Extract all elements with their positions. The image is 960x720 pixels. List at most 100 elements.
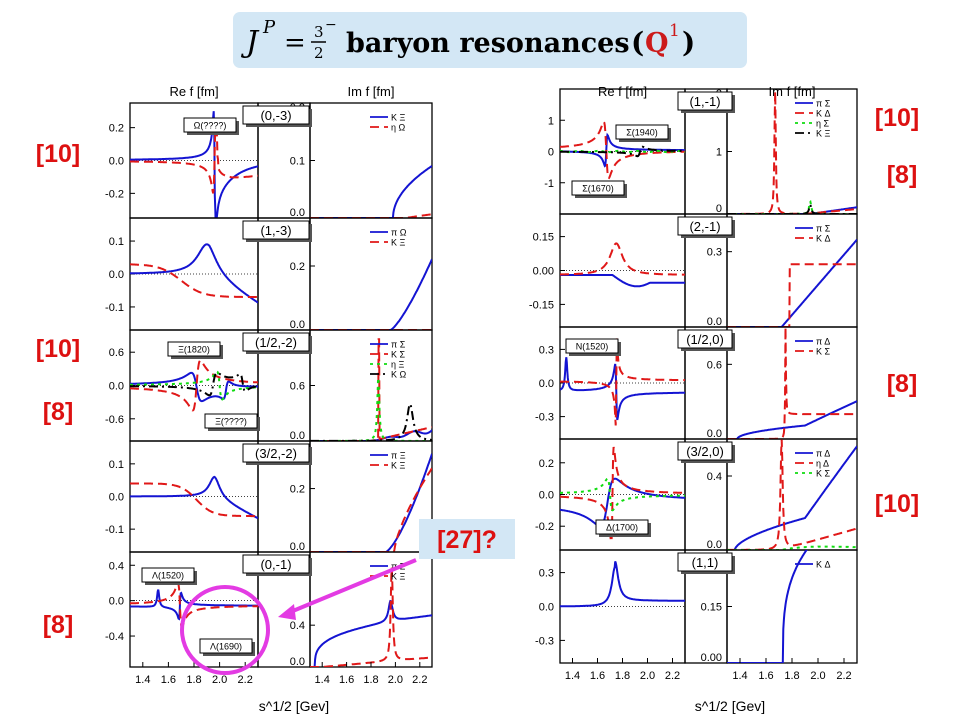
panel-label-box <box>242 332 310 352</box>
series-re-KΣ <box>130 359 258 412</box>
annotation-box <box>183 117 237 133</box>
series-re-KΞ <box>130 581 258 629</box>
panel-frame-im <box>726 549 858 664</box>
title-paren-open: ( <box>631 26 644 59</box>
legend-label: π Ω <box>391 228 407 238</box>
slide-label: [10] <box>36 140 80 168</box>
series-re-KΔ <box>560 242 685 276</box>
series-im-KΞ <box>310 467 432 552</box>
panel-(3/2,-2): 0.1 0.0 -0.1 0.2 0.0 (3/2,-2) π ΞK Ξ <box>105 440 433 553</box>
annotation-text: Σ(1670) <box>582 184 614 194</box>
legend-label: K Δ <box>816 109 831 119</box>
x-tick-label: 1.6 <box>339 674 354 686</box>
panel-frame-im <box>309 102 433 219</box>
slide-label: [8] <box>887 370 918 398</box>
title-denominator: 2 <box>314 44 324 62</box>
re-tick-label: 0.0 <box>539 490 554 502</box>
panel-label-text: (3/2,-2) <box>255 446 297 461</box>
title-main: baryon resonances <box>346 28 630 59</box>
legend-label: η Δ <box>816 459 829 469</box>
annotation-box <box>571 180 625 196</box>
series-re-KΔ <box>560 561 685 608</box>
legend-label: K Σ <box>816 347 831 357</box>
im-tick-label: 0.0 <box>707 316 722 328</box>
column-header-im: Im f [fm] <box>769 84 816 99</box>
legend-label: η Σ <box>816 119 830 129</box>
re-tick-label: -0.3 <box>535 635 554 647</box>
re-tick-label: 0.0 <box>109 381 124 393</box>
series-re-πΣ <box>560 274 685 288</box>
column-header-re: Re f [fm] <box>169 84 218 99</box>
series-re-KΞ <box>130 482 258 518</box>
annotation-text: N(1520) <box>576 342 609 352</box>
panel-(2,-1): 0.15 0.00 -0.15 0.3 0.0 (2,-1) π ΣK Δ <box>529 213 858 328</box>
series-im-πΣ <box>727 238 857 327</box>
series-im-KΣ <box>310 338 432 441</box>
series-re-KΔ <box>560 120 685 180</box>
im-tick-label: 0.2 <box>290 261 305 273</box>
series-re-ηΔ <box>560 446 685 546</box>
callout-label: [27]? <box>437 526 497 554</box>
series-im-KΣ <box>727 545 857 550</box>
panel-label-box <box>677 552 733 572</box>
panel-frame-im <box>726 213 858 328</box>
slide-label: [10] <box>875 104 919 132</box>
annotation-text: Σ(1940) <box>626 128 658 138</box>
panel-label-text: (3/2,0) <box>686 444 724 459</box>
panel-label-text: (0,-3) <box>260 108 291 123</box>
re-tick-label: 0.2 <box>109 123 124 135</box>
x-tick-label: 2.0 <box>640 670 655 682</box>
panel-label-box <box>677 91 733 111</box>
re-tick-label: 0.0 <box>109 596 124 608</box>
series-re-KΞ <box>130 111 258 218</box>
annotation-text: Ξ(????) <box>215 417 247 427</box>
re-tick-label: -1 <box>544 178 554 190</box>
series-re-πΩ <box>130 243 258 304</box>
legend-label: π Ξ <box>391 451 406 461</box>
legend-label: η Ω <box>391 123 406 133</box>
re-tick-label: 0.2 <box>539 458 554 470</box>
panel-(0,-1): 0.40.0-0.40.40.0(0,-1)π ΣK ΞΛ(1520)Λ(169… <box>105 551 433 668</box>
title-j: J <box>240 25 260 60</box>
panel-frame-im <box>726 88 858 215</box>
series-im-πΔ <box>727 445 857 550</box>
panel-(3/2,0): 0.2 0.0 -0.2 0.4 0.0 (3/2,0) π Δη ΔK Σ Δ(1700) <box>535 438 858 551</box>
panel-label-text: (1,1) <box>692 555 719 570</box>
re-tick-label: 0.0 <box>539 602 554 614</box>
annotation-text: Λ(1690) <box>210 642 242 652</box>
title-q-superscript: 1 <box>669 21 680 41</box>
panel-frame-im <box>309 217 433 331</box>
annotation-text: Δ(1700) <box>606 523 638 533</box>
series-im-KΩ <box>310 402 432 441</box>
series-im-πΞ <box>310 453 432 552</box>
im-tick-label: 0.15 <box>701 602 722 614</box>
annotation-text: Ξ(1820) <box>178 345 210 355</box>
callout-arrow-shaft <box>287 558 417 615</box>
im-tick-label: 0.0 <box>290 430 305 442</box>
x-axis-label: s^1/2 [Gev] <box>259 698 329 714</box>
re-tick-label: 0.0 <box>109 492 124 504</box>
legend-label: π Σ <box>816 99 831 109</box>
re-tick-label: -0.1 <box>105 302 124 314</box>
legend-label: K Ξ <box>391 113 406 123</box>
panel-(1,-1): 10-1210(1,-1)π ΣK Δη ΣK ΞΣ(1940)Σ(1670) <box>544 88 858 215</box>
annotation-box <box>595 519 649 535</box>
x-tick-label: 1.4 <box>315 674 330 686</box>
re-tick-label: -0.2 <box>105 188 124 200</box>
annotation-box <box>167 341 221 357</box>
series-im-KΔ <box>727 550 808 663</box>
legend-label: K Ξ <box>391 572 406 582</box>
panel-label-text: (2,-1) <box>689 219 720 234</box>
series-re-πΔ <box>560 357 685 421</box>
annotation-text: Ω(????) <box>194 121 227 131</box>
title-paren-close: ) <box>682 26 695 59</box>
slide-label: [10] <box>875 490 919 518</box>
series-im-ηΣ <box>727 200 857 214</box>
legend-label: π Δ <box>816 337 830 347</box>
title-numerator: 3 <box>314 23 324 41</box>
panel-label-box <box>242 443 310 463</box>
im-tick-label: 0.0 <box>707 539 722 551</box>
slide-label: [10] <box>36 335 80 363</box>
re-tick-label: 0.1 <box>109 236 124 248</box>
